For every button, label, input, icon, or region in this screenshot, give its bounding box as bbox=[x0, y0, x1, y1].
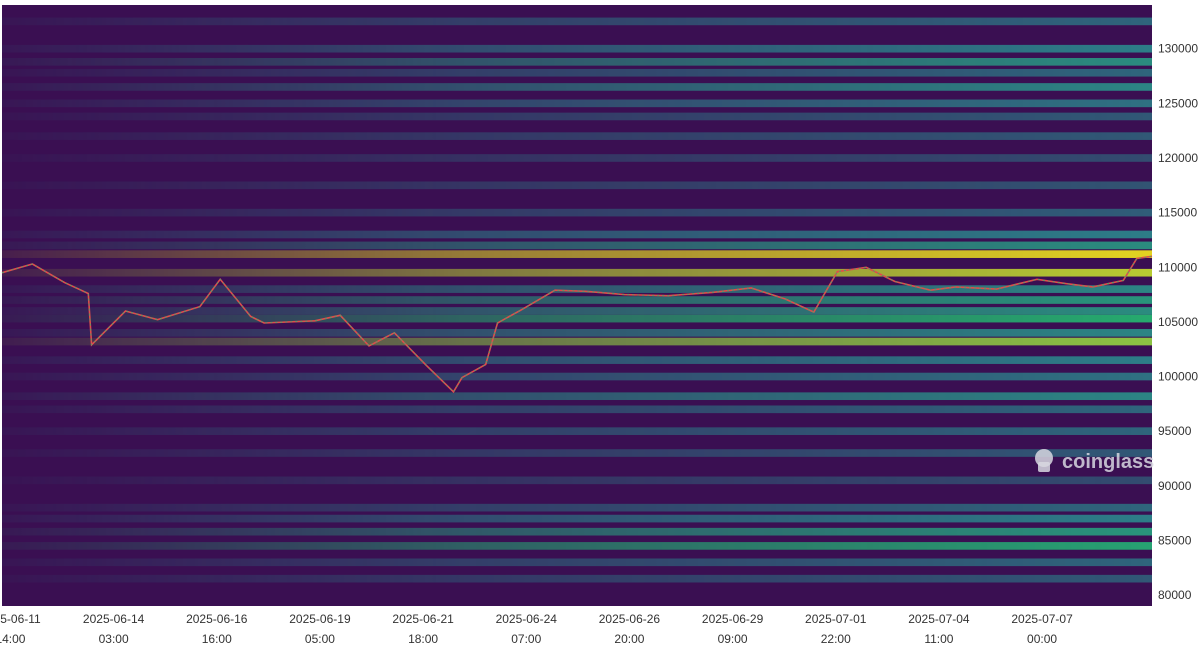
price-line-overlay bbox=[1, 255, 1153, 393]
coinglass-logo-icon bbox=[1035, 449, 1053, 472]
x-tick-date: 2025-06-19 bbox=[289, 612, 351, 626]
heatmap-band bbox=[2, 132, 1152, 140]
heatmap-band bbox=[2, 405, 1152, 414]
heatmap-band bbox=[2, 372, 1152, 381]
heatmap-band bbox=[2, 476, 1152, 485]
heatmap-band bbox=[2, 268, 1152, 277]
heatmap-band bbox=[2, 296, 1152, 304]
x-tick-time: 14:00 bbox=[0, 632, 26, 646]
x-tick-date: 2025-07-01 bbox=[805, 612, 867, 626]
x-tick-time: 05:00 bbox=[305, 632, 335, 646]
heatmap-band bbox=[2, 337, 1152, 346]
x-tick-time: 00:00 bbox=[1027, 632, 1057, 646]
watermark-text: coinglass bbox=[1062, 451, 1154, 473]
watermark: coinglass bbox=[1035, 449, 1154, 473]
heatmap-band bbox=[2, 285, 1152, 293]
heatmap-band bbox=[2, 328, 1152, 337]
x-tick-date: 2025-06-29 bbox=[702, 612, 764, 626]
x-axis: 2025-06-11 14:00 2025-06-14 03:00 2025-06-16… bbox=[0, 612, 1073, 646]
heatmap-band bbox=[2, 542, 1152, 550]
y-tick-label: 100000 bbox=[1158, 370, 1198, 384]
x-tick-date: 2025-07-04 bbox=[908, 612, 970, 626]
heatmap-band bbox=[2, 356, 1152, 364]
x-tick-time: 20:00 bbox=[614, 632, 644, 646]
heatmap-band bbox=[2, 181, 1152, 190]
x-tick-date: 2025-06-14 bbox=[83, 612, 145, 626]
y-tick-label: 130000 bbox=[1158, 42, 1198, 56]
x-tick-time: 18:00 bbox=[408, 632, 438, 646]
x-tick-time: 09:00 bbox=[718, 632, 748, 646]
x-tick-time: 16:00 bbox=[202, 632, 232, 646]
heatmap-band bbox=[2, 208, 1152, 217]
y-tick-label: 95000 bbox=[1158, 424, 1192, 438]
heatmap-band bbox=[2, 527, 1152, 536]
heatmap-band bbox=[2, 57, 1152, 66]
y-tick-label: 120000 bbox=[1158, 151, 1198, 165]
y-tick-label: 90000 bbox=[1158, 479, 1192, 493]
y-tick-label: 115000 bbox=[1158, 206, 1197, 220]
x-tick-time: 03:00 bbox=[99, 632, 129, 646]
heatmap-band bbox=[2, 449, 1152, 457]
heatmap-band bbox=[2, 314, 1152, 323]
y-tick-label: 85000 bbox=[1158, 533, 1192, 547]
heatmap-band bbox=[2, 514, 1152, 523]
price-series bbox=[1, 255, 1153, 394]
x-tick-date: 2025-06-24 bbox=[496, 612, 558, 626]
y-tick-label: 105000 bbox=[1158, 315, 1198, 329]
x-tick-date: 2025-06-11 bbox=[0, 612, 41, 626]
heatmap-band bbox=[2, 241, 1152, 250]
x-tick-date: 2025-06-26 bbox=[599, 612, 661, 626]
y-tick-label: 80000 bbox=[1158, 588, 1192, 602]
heatmap-band bbox=[2, 427, 1152, 435]
heatmap-band bbox=[2, 17, 1152, 26]
x-tick-time: 22:00 bbox=[821, 632, 851, 646]
heatmap-band bbox=[2, 83, 1152, 91]
heatmap-band bbox=[2, 503, 1152, 512]
heatmap-bands bbox=[2, 17, 1152, 583]
heatmap-band bbox=[2, 307, 1152, 315]
heatmap-band bbox=[2, 68, 1152, 77]
heatmap-band bbox=[2, 44, 1152, 53]
heatmap-band bbox=[2, 230, 1152, 239]
heatmap-band bbox=[2, 574, 1152, 583]
heatmap-band bbox=[2, 392, 1152, 401]
x-tick-date: 2025-07-07 bbox=[1011, 612, 1073, 626]
heatmap-band bbox=[2, 558, 1152, 567]
x-tick-date: 2025-06-16 bbox=[186, 612, 248, 626]
y-tick-label: 110000 bbox=[1158, 260, 1197, 274]
x-tick-date: 2025-06-21 bbox=[392, 612, 454, 626]
heatmap-band bbox=[2, 154, 1152, 162]
y-axis: 130000 125000 120000 115000 110000 105000 1000… bbox=[1158, 42, 1198, 602]
heatmap-band bbox=[2, 112, 1152, 121]
heatmap-band bbox=[2, 250, 1152, 258]
y-tick-label: 125000 bbox=[1158, 96, 1198, 110]
x-tick-time: 11:00 bbox=[924, 632, 953, 646]
heatmap-band bbox=[2, 99, 1152, 108]
x-tick-time: 07:00 bbox=[511, 632, 541, 646]
